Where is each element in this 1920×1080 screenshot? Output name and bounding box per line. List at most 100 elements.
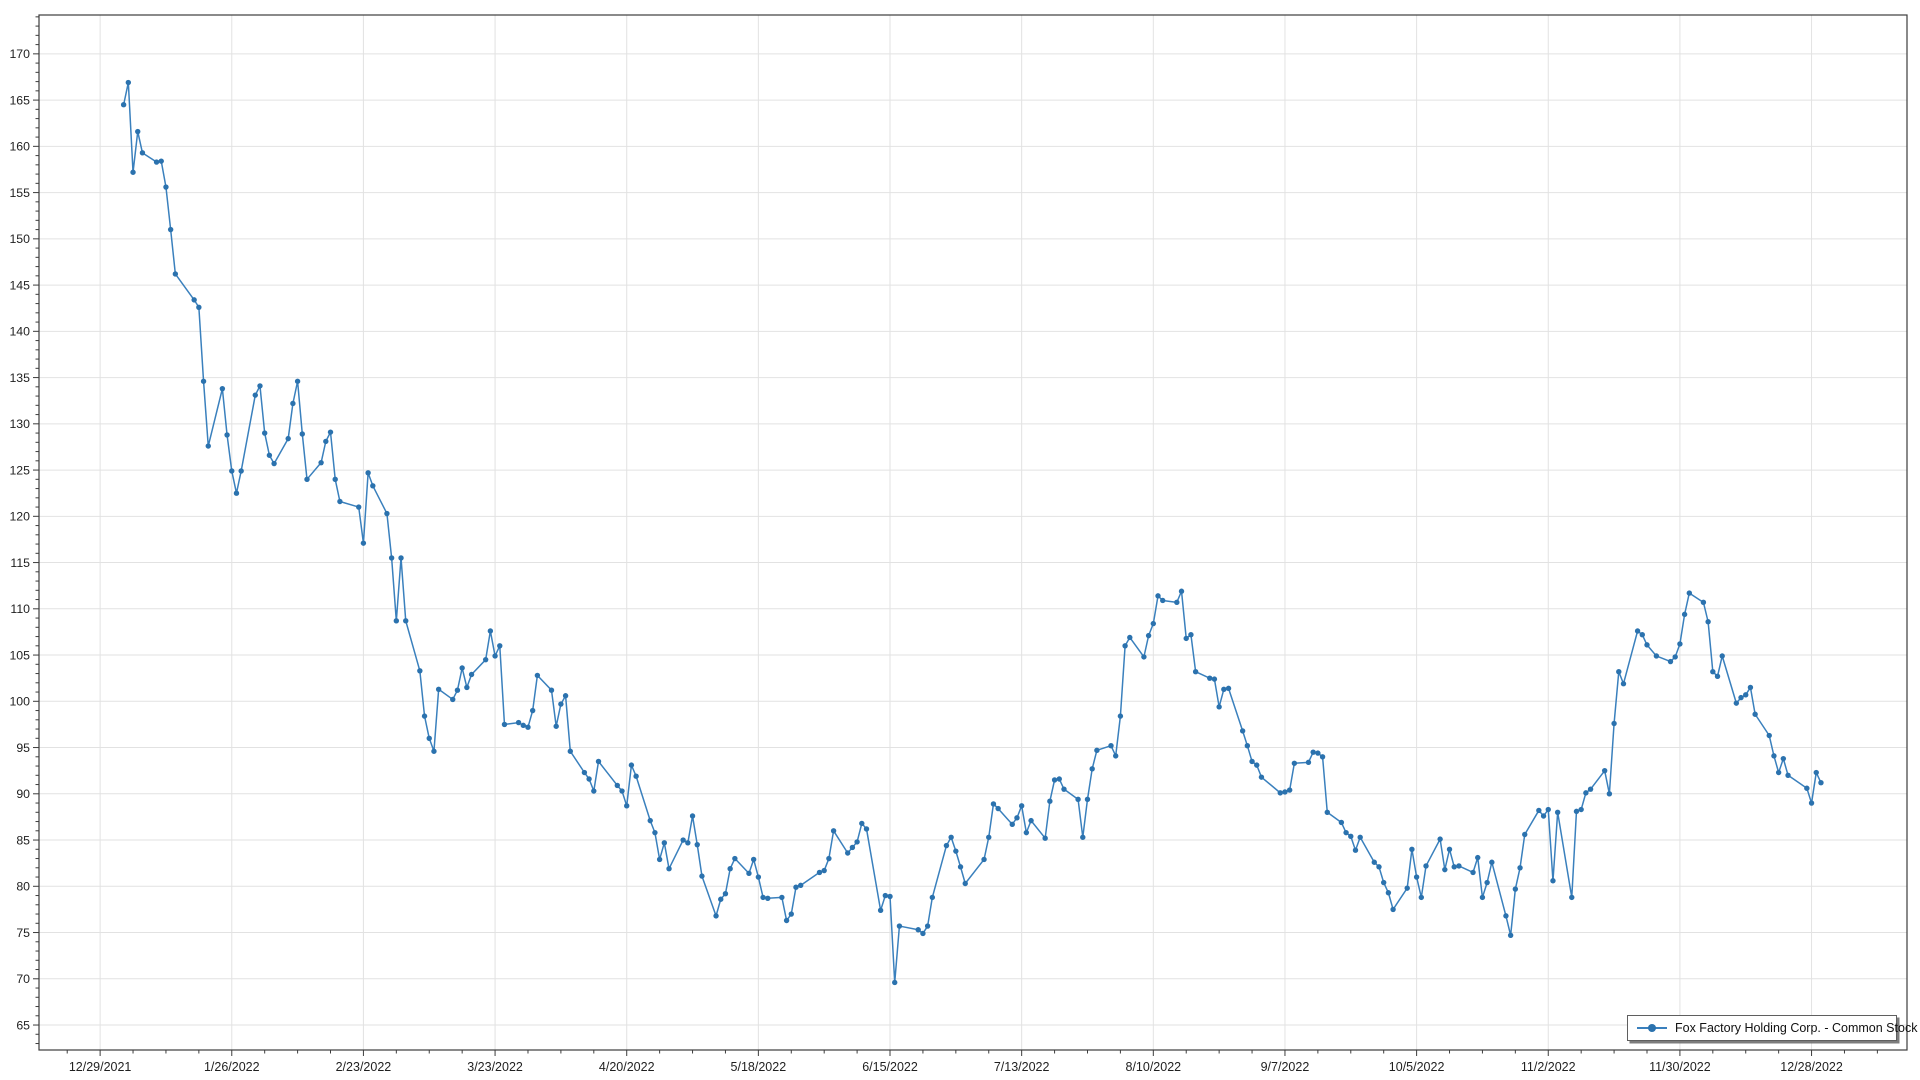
price-point-marker	[1418, 894, 1425, 901]
y-tick-label: 80	[16, 880, 30, 894]
x-tick-label: 7/13/2022	[994, 1060, 1050, 1074]
price-point-marker	[233, 490, 240, 496]
price-point-marker	[647, 817, 653, 824]
price-point-marker	[1061, 786, 1067, 792]
price-point-marker	[1291, 760, 1298, 766]
price-point-marker	[1225, 685, 1232, 692]
price-point-marker	[1503, 913, 1509, 919]
price-point-marker	[304, 476, 310, 483]
price-point-marker	[1207, 675, 1213, 681]
price-point-marker	[1522, 831, 1528, 838]
x-tick-label: 9/7/2022	[1261, 1060, 1310, 1074]
x-tick-label: 4/20/2022	[599, 1060, 655, 1074]
price-point-marker	[360, 540, 367, 546]
price-point-marker	[1009, 821, 1015, 828]
price-point-marker	[1160, 597, 1166, 604]
price-line-series	[122, 81, 1822, 984]
price-point-marker	[1343, 829, 1349, 836]
price-point-marker	[548, 687, 555, 693]
price-point-marker	[229, 468, 235, 474]
price-point-marker	[614, 782, 621, 789]
price-point-marker	[1700, 599, 1707, 606]
legend-series-marker-icon	[1637, 1023, 1667, 1033]
y-tick-label: 130	[9, 417, 30, 431]
price-point-marker	[1141, 654, 1147, 660]
price-point-marker	[699, 873, 705, 879]
price-point-marker	[200, 378, 207, 384]
y-tick-label: 160	[9, 140, 30, 154]
price-point-marker	[1258, 774, 1265, 780]
price-point-marker	[468, 671, 475, 678]
x-tick-label: 6/15/2022	[862, 1060, 918, 1074]
y-tick-label: 115	[10, 556, 30, 570]
y-tick-label: 100	[9, 695, 30, 709]
price-point-marker	[1254, 762, 1260, 768]
price-point-marker	[238, 468, 244, 474]
price-point-marker	[1775, 769, 1782, 776]
price-point-marker	[285, 435, 291, 442]
price-point-marker	[120, 102, 127, 108]
price-point-marker	[139, 150, 146, 156]
price-point-marker	[435, 686, 442, 692]
price-point-marker	[252, 392, 258, 398]
price-point-marker	[1470, 869, 1476, 876]
price-point-marker	[1018, 803, 1025, 809]
price-point-marker	[1771, 753, 1777, 759]
price-point-marker	[619, 788, 625, 794]
price-point-marker	[957, 864, 964, 870]
price-point-marker	[323, 438, 329, 445]
y-tick-label: 145	[9, 278, 30, 292]
price-point-marker	[882, 892, 889, 899]
price-point-marker	[196, 304, 202, 310]
price-point-marker	[1719, 653, 1725, 659]
y-tick-label: 150	[9, 232, 30, 246]
price-point-marker	[1743, 692, 1749, 698]
price-point-marker	[718, 896, 724, 902]
price-point-marker	[732, 855, 738, 862]
price-point-marker	[1216, 704, 1222, 710]
price-point-marker	[1804, 785, 1810, 791]
price-point-marker	[1752, 711, 1758, 717]
price-point-marker	[1451, 864, 1457, 870]
price-point-marker	[1221, 686, 1227, 692]
price-point-marker	[1437, 836, 1443, 842]
price-point-marker	[750, 856, 757, 863]
price-point-marker	[1319, 754, 1326, 760]
price-point-marker	[1442, 866, 1448, 873]
price-point-marker	[567, 748, 573, 754]
price-point-marker	[1282, 789, 1288, 795]
price-point-marker	[1155, 593, 1161, 599]
price-point-marker	[1672, 654, 1678, 660]
y-tick-label: 165	[9, 93, 30, 107]
price-point-marker	[1583, 790, 1589, 796]
price-point-marker	[1540, 813, 1547, 819]
y-tick-label: 105	[9, 648, 30, 662]
price-point-marker	[1174, 599, 1180, 606]
price-point-marker	[920, 930, 926, 937]
price-point-marker	[1211, 676, 1218, 682]
price-point-marker	[497, 643, 503, 649]
price-point-marker	[1456, 863, 1462, 869]
legend-series-label: Fox Factory Holding Corp. - Common Stock	[1675, 1021, 1918, 1035]
price-point-marker	[1766, 732, 1772, 739]
y-tick-label: 85	[16, 833, 30, 847]
price-point-marker	[501, 721, 508, 728]
price-point-marker	[261, 430, 268, 436]
price-point-marker	[689, 813, 696, 819]
price-point-marker	[1023, 829, 1030, 836]
price-point-marker	[1075, 796, 1081, 803]
price-point-marker	[1714, 673, 1721, 680]
price-point-marker	[1409, 846, 1415, 852]
price-point-marker	[1484, 879, 1490, 886]
price-point-marker	[666, 866, 672, 872]
price-point-marker	[1381, 879, 1387, 886]
price-point-marker	[595, 758, 602, 765]
price-point-marker	[713, 913, 719, 919]
price-point-marker	[877, 907, 884, 914]
price-point-marker	[863, 826, 870, 832]
price-point-marker	[1681, 611, 1688, 618]
y-tick-label: 125	[9, 463, 30, 477]
price-point-marker	[464, 684, 470, 691]
y-tick-label: 65	[16, 1018, 30, 1032]
